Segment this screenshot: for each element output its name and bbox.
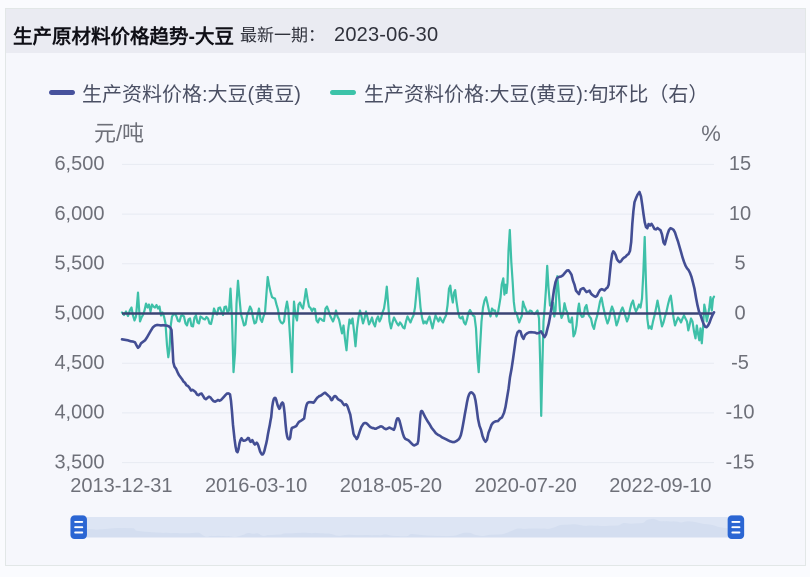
svg-text:4,000: 4,000 [54, 402, 104, 424]
svg-text:2018-05-20: 2018-05-20 [340, 475, 442, 497]
svg-text:10: 10 [729, 203, 751, 225]
svg-text:5,500: 5,500 [54, 253, 104, 275]
svg-text:%: % [701, 121, 721, 146]
svg-text:2013-12-31: 2013-12-31 [70, 475, 172, 497]
svg-text:15: 15 [729, 153, 751, 175]
svg-text:5: 5 [734, 253, 745, 275]
svg-text:0: 0 [734, 302, 745, 324]
svg-text:2020-07-20: 2020-07-20 [474, 475, 576, 497]
svg-text:元/吨: 元/吨 [94, 121, 144, 146]
svg-text:5,000: 5,000 [54, 302, 104, 324]
svg-text:-10: -10 [726, 402, 755, 424]
svg-text:-5: -5 [731, 352, 749, 374]
svg-text:-15: -15 [726, 451, 755, 473]
svg-text:3,500: 3,500 [54, 451, 104, 473]
svg-text:2022-09-10: 2022-09-10 [609, 475, 711, 497]
svg-text:6,500: 6,500 [54, 153, 104, 175]
svg-text:2016-03-10: 2016-03-10 [205, 475, 307, 497]
svg-text:4,500: 4,500 [54, 352, 104, 374]
svg-text:6,000: 6,000 [54, 203, 104, 225]
